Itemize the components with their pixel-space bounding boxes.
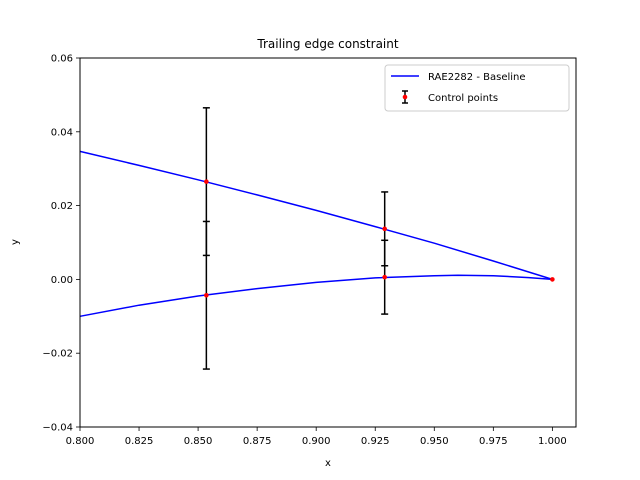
- x-tick-label: 0.875: [243, 436, 272, 447]
- x-tick-label: 0.900: [302, 436, 331, 447]
- x-tick-label: 0.950: [420, 436, 449, 447]
- x-tick-label: 0.825: [125, 436, 154, 447]
- baseline-lower-surface-line: [79, 274, 553, 318]
- y-tick-label: 0.02: [51, 201, 73, 212]
- y-tick-label: −0.02: [42, 349, 73, 360]
- legend: RAE2282 - Baseline Control points: [384, 64, 570, 112]
- x-axis-label: x: [325, 458, 331, 469]
- plot-frame: [79, 57, 577, 428]
- x-axis-ticks: 0.800 0.825 0.850 0.875 0.900 0.925 0.950 0.975…: [66, 427, 567, 447]
- control-point-marker: [550, 277, 555, 282]
- x-tick-label: 1.000: [538, 436, 567, 447]
- x-tick-label: 0.975: [479, 436, 508, 447]
- y-axis-ticks: −0.04 −0.02 0.00 0.02 0.04 0.06: [42, 54, 80, 434]
- legend-frame: [384, 64, 570, 112]
- x-tick-label: 0.850: [184, 436, 213, 447]
- control-point-marker: [382, 226, 387, 232]
- x-tick-label: 0.800: [66, 436, 95, 447]
- control-point-marker: [204, 179, 209, 184]
- baseline-upper-surface-line: [79, 150, 553, 281]
- legend-marker: [402, 94, 408, 100]
- control-point-marker: [382, 274, 387, 280]
- legend-entry-baseline: RAE2282 - Baseline: [428, 72, 526, 83]
- chart-title: Trailing edge constraint: [256, 37, 398, 51]
- plot-area: [79, 107, 555, 370]
- y-tick-label: 0.00: [51, 275, 73, 286]
- control-point-marker: [204, 292, 209, 298]
- y-axis-label: y: [10, 239, 21, 245]
- x-tick-label: 0.925: [361, 436, 390, 447]
- y-tick-label: 0.06: [51, 54, 73, 65]
- legend-entry-control-points: Control points: [428, 93, 498, 104]
- legend-errorbar-swatch: [402, 90, 408, 104]
- y-tick-label: −0.04: [42, 423, 73, 434]
- y-tick-label: 0.04: [51, 127, 73, 138]
